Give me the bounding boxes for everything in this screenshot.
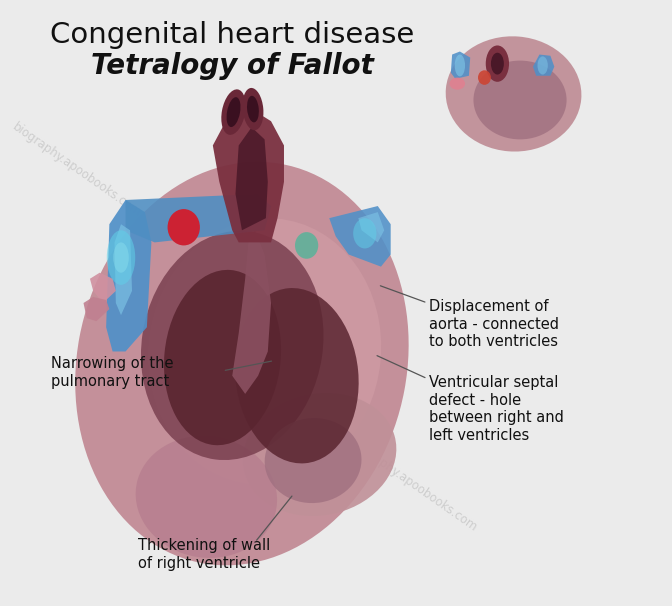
Text: Displacement of
aorta - connected
to both ventricles: Displacement of aorta - connected to bot… — [429, 299, 560, 349]
Ellipse shape — [114, 242, 129, 273]
Ellipse shape — [474, 61, 566, 139]
Text: biography.apoobooks.com: biography.apoobooks.com — [346, 435, 480, 534]
Text: biography.apoobooks.com: biography.apoobooks.com — [204, 265, 338, 365]
Text: biography.apoobooks.com: biography.apoobooks.com — [10, 120, 144, 219]
Ellipse shape — [295, 232, 319, 259]
Polygon shape — [106, 200, 151, 351]
Polygon shape — [233, 230, 271, 394]
Ellipse shape — [491, 53, 504, 75]
Ellipse shape — [221, 89, 246, 135]
Ellipse shape — [243, 393, 396, 516]
Ellipse shape — [148, 218, 381, 485]
Ellipse shape — [141, 231, 323, 460]
Ellipse shape — [235, 288, 359, 464]
Polygon shape — [126, 194, 271, 242]
Polygon shape — [213, 109, 284, 242]
Polygon shape — [90, 273, 116, 303]
Ellipse shape — [136, 436, 277, 558]
Polygon shape — [83, 297, 110, 321]
Ellipse shape — [107, 230, 135, 285]
Polygon shape — [358, 212, 384, 242]
Polygon shape — [114, 224, 132, 315]
Ellipse shape — [446, 36, 581, 152]
Text: Thickening of wall
of right ventricle: Thickening of wall of right ventricle — [138, 538, 271, 571]
Ellipse shape — [247, 96, 259, 122]
Ellipse shape — [538, 56, 548, 75]
Text: Congenital heart disease: Congenital heart disease — [50, 21, 415, 49]
Ellipse shape — [164, 270, 281, 445]
Ellipse shape — [226, 97, 241, 127]
Ellipse shape — [478, 70, 491, 85]
Ellipse shape — [450, 78, 465, 90]
Ellipse shape — [353, 218, 376, 248]
Polygon shape — [533, 55, 554, 76]
Polygon shape — [235, 127, 268, 230]
Ellipse shape — [167, 209, 200, 245]
Ellipse shape — [75, 162, 409, 565]
Ellipse shape — [265, 418, 362, 503]
Ellipse shape — [486, 45, 509, 82]
Polygon shape — [451, 52, 470, 79]
Ellipse shape — [455, 55, 465, 76]
Ellipse shape — [243, 88, 263, 130]
Polygon shape — [329, 206, 390, 267]
Text: Ventricular septal
defect - hole
between right and
left ventricles: Ventricular septal defect - hole between… — [429, 376, 564, 442]
Text: Tetralogy of Fallot: Tetralogy of Fallot — [91, 52, 374, 79]
Text: Narrowing of the
pulmonary tract: Narrowing of the pulmonary tract — [51, 356, 173, 389]
